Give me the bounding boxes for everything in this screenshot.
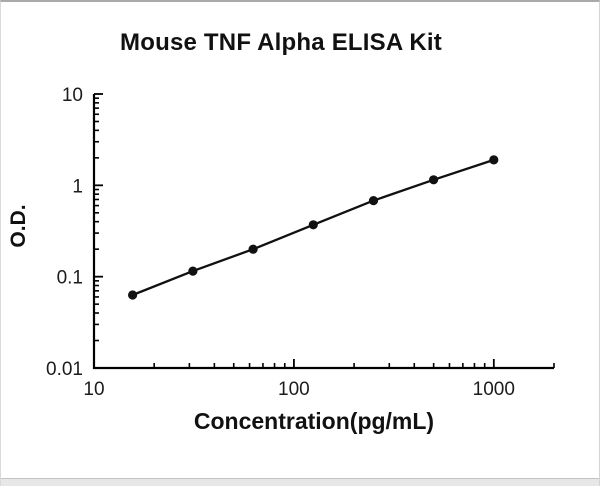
data-point: [308, 220, 318, 230]
data-point: [248, 244, 258, 254]
x-tick-label: 10: [83, 379, 104, 400]
data-point: [368, 196, 379, 206]
y-tick-label: 0.01: [46, 359, 83, 380]
bottom-border: [1, 478, 599, 486]
axes: [92, 94, 554, 370]
y-tick-label: 1: [72, 176, 83, 197]
x-tick-label: 1000: [473, 379, 515, 400]
y-tick-label: 10: [62, 85, 83, 106]
chart-title: Mouse TNF Alpha ELISA Kit: [120, 29, 442, 56]
x-tick-label: 100: [278, 379, 310, 400]
data-point: [429, 175, 439, 185]
x-axis-label: Concentration(pg/mL): [193, 408, 435, 434]
data-point: [128, 290, 138, 300]
y-tick-label: 0.1: [57, 268, 83, 289]
data-point: [489, 155, 499, 165]
data-point: [188, 266, 198, 276]
